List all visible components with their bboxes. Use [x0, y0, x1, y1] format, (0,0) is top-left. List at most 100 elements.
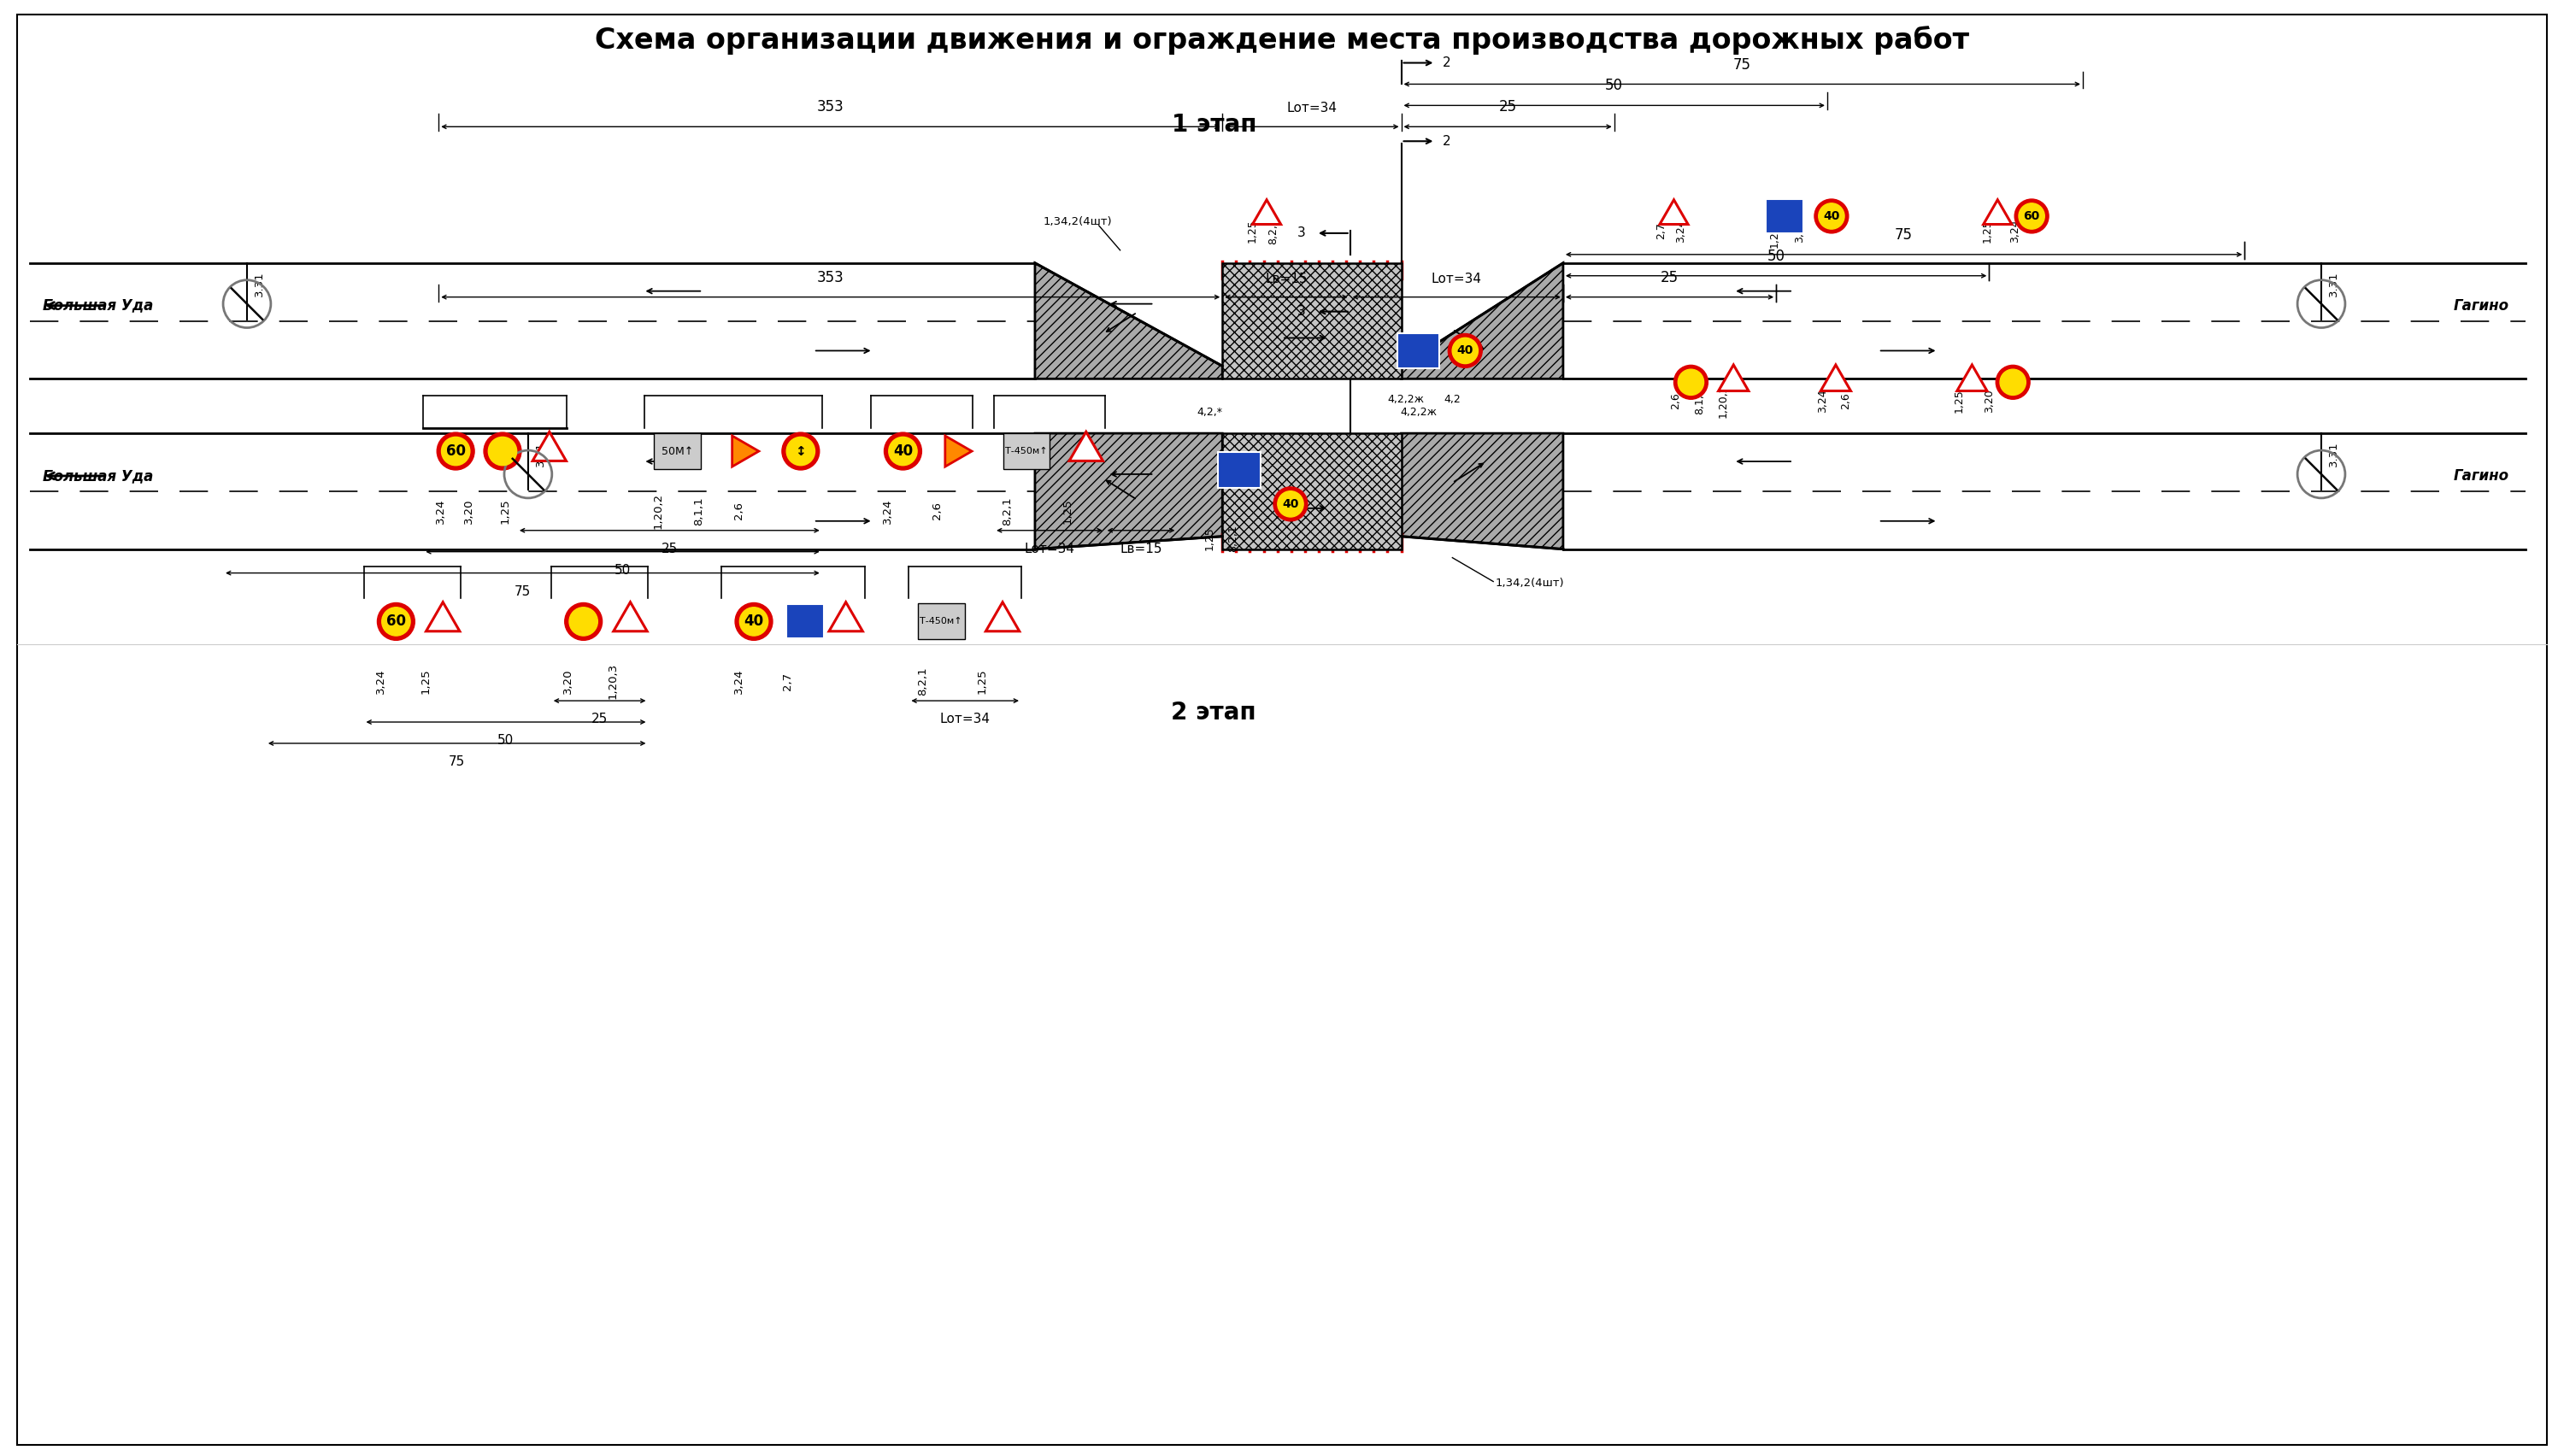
Circle shape	[569, 607, 597, 636]
Text: Lот=34: Lот=34	[1023, 542, 1074, 555]
Text: 3.31: 3.31	[536, 441, 546, 466]
Bar	[918, 604, 964, 639]
Circle shape	[2000, 370, 2026, 395]
Circle shape	[1677, 370, 1705, 395]
Polygon shape	[426, 603, 459, 632]
Text: 1,25: 1,25	[1061, 498, 1072, 524]
Text: 2,6: 2,6	[1669, 393, 1682, 409]
Text: 2: 2	[1441, 57, 1451, 70]
Text: ↕: ↕	[795, 444, 805, 457]
Text: Гагино: Гагино	[2454, 298, 2508, 313]
Text: 40: 40	[1282, 498, 1300, 510]
Circle shape	[436, 432, 474, 470]
Text: 1,25: 1,25	[1954, 389, 1964, 414]
Text: 1,25: 1,25	[1982, 218, 1992, 243]
Text: 3,24: 3,24	[2010, 218, 2020, 243]
Text: 2,6: 2,6	[931, 502, 944, 520]
Text: 4,2,2ж: 4,2,2ж	[1400, 406, 1436, 418]
Text: 3.31: 3.31	[2328, 441, 2338, 466]
Polygon shape	[1659, 199, 1687, 224]
Text: 40: 40	[1456, 345, 1474, 357]
Text: 2,6: 2,6	[1841, 393, 1851, 409]
Text: 1,20,2: 1,20,2	[654, 492, 664, 529]
Text: 8,1,1: 8,1,1	[692, 496, 705, 526]
Text: Схема организации движения и ограждение места производства дорожных работ: Схема организации движения и ограждение …	[595, 25, 1969, 54]
Polygon shape	[1036, 434, 1223, 549]
Text: 1,25: 1,25	[977, 668, 987, 695]
Circle shape	[485, 432, 520, 470]
Circle shape	[487, 437, 518, 466]
Text: 8,2,1: 8,2,1	[918, 667, 928, 696]
Text: 3.31: 3.31	[2328, 271, 2338, 296]
Circle shape	[1451, 338, 1477, 364]
Text: 8,2,1: 8,2,1	[1269, 217, 1279, 245]
Circle shape	[2015, 199, 2049, 233]
Polygon shape	[1956, 365, 1987, 390]
Text: 8,2,1: 8,2,1	[1228, 524, 1238, 552]
Circle shape	[736, 603, 772, 641]
Text: 3,20: 3,20	[1795, 218, 1805, 243]
Polygon shape	[1403, 264, 1564, 379]
Circle shape	[1449, 333, 1482, 368]
Text: 50: 50	[615, 563, 631, 577]
Circle shape	[1274, 486, 1308, 521]
Text: 1,20,3: 1,20,3	[608, 662, 618, 699]
Text: 3,20: 3,20	[464, 498, 474, 523]
Text: 60: 60	[2023, 210, 2041, 223]
Text: 1 этап: 1 этап	[1172, 114, 1256, 137]
Polygon shape	[733, 435, 759, 466]
Polygon shape	[613, 603, 646, 632]
Text: 50: 50	[497, 734, 515, 747]
Text: 1,25: 1,25	[1205, 526, 1215, 550]
Text: 3: 3	[1297, 306, 1305, 317]
Text: 353: 353	[818, 99, 844, 115]
Text: 4,2,2ж: 4,2,2ж	[1387, 395, 1423, 405]
Text: 8,1,1: 8,1,1	[1695, 387, 1705, 415]
Text: 2,6: 2,6	[733, 502, 744, 520]
Text: 1,25: 1,25	[420, 668, 431, 695]
Text: 2,7: 2,7	[782, 673, 792, 690]
Circle shape	[382, 607, 410, 636]
Text: 75: 75	[1895, 227, 1913, 243]
Bar	[1003, 434, 1049, 469]
Text: 2: 2	[1441, 135, 1451, 147]
Circle shape	[890, 437, 918, 466]
Text: 75: 75	[1733, 57, 1751, 73]
Bar	[1218, 451, 1261, 488]
Text: 8,2,1: 8,2,1	[1003, 496, 1013, 526]
Circle shape	[1995, 365, 2031, 399]
Text: 75: 75	[449, 756, 464, 769]
Polygon shape	[946, 435, 972, 466]
Text: 1,34,2(4шт): 1,34,2(4шт)	[1044, 217, 1113, 227]
Circle shape	[1815, 199, 1849, 233]
Polygon shape	[1403, 434, 1564, 549]
Text: 2 этап: 2 этап	[1172, 700, 1256, 725]
Circle shape	[1277, 491, 1303, 517]
Polygon shape	[1820, 365, 1851, 390]
Text: Т-450м↑: Т-450м↑	[1005, 447, 1049, 456]
Text: 50: 50	[1605, 79, 1623, 93]
Bar	[1397, 333, 1438, 368]
Text: 25: 25	[662, 542, 677, 555]
Text: 40: 40	[1823, 210, 1841, 223]
Text: Т-450м↑: Т-450м↑	[920, 617, 962, 626]
Text: 60: 60	[387, 614, 405, 629]
Text: 1,34,2(4шт): 1,34,2(4шт)	[1495, 578, 1564, 588]
Circle shape	[885, 432, 920, 470]
Text: 3,20: 3,20	[562, 668, 574, 693]
Text: 25: 25	[1661, 269, 1679, 285]
Text: 3,24: 3,24	[733, 668, 744, 693]
Polygon shape	[533, 432, 567, 462]
Text: 4,2,*: 4,2,*	[1197, 406, 1223, 418]
Circle shape	[1674, 365, 1708, 399]
Text: 1,25: 1,25	[500, 498, 510, 524]
Text: 60: 60	[446, 444, 467, 459]
Circle shape	[564, 603, 603, 641]
Polygon shape	[1069, 432, 1103, 462]
Bar	[1223, 264, 1403, 379]
Text: Большая Уда: Большая Уда	[44, 469, 154, 483]
Text: 3,24: 3,24	[1818, 389, 1828, 412]
Circle shape	[787, 437, 815, 466]
Bar	[1223, 434, 1403, 549]
Text: Большая Уда: Большая Уда	[44, 298, 154, 313]
